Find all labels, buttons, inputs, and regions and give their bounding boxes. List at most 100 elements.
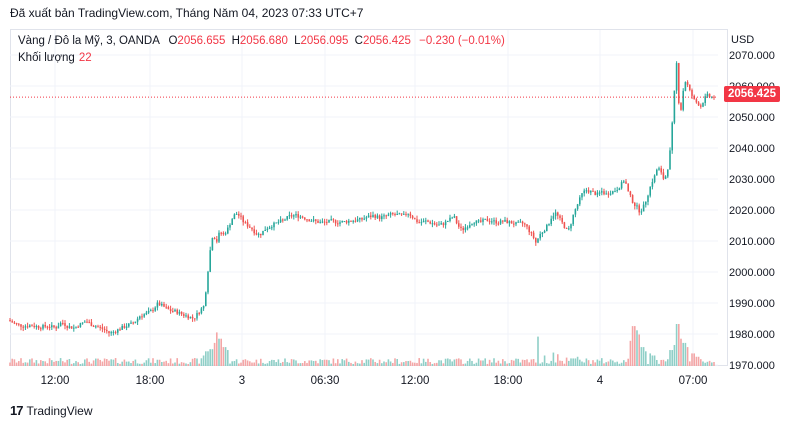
volume-bar — [425, 361, 427, 366]
candles — [9, 61, 715, 337]
candle-body — [229, 224, 231, 228]
candle-body — [90, 322, 93, 327]
volume-bar — [13, 359, 16, 366]
footer-brand[interactable]: 17 TradingView — [10, 403, 93, 418]
volume-bar — [711, 362, 713, 366]
volume-bar — [319, 359, 321, 366]
volume-bar — [66, 359, 68, 366]
candle-body — [293, 215, 295, 217]
volume-bar — [510, 359, 513, 366]
candle-body — [598, 192, 601, 194]
volume-bar — [51, 360, 53, 366]
volume-bar — [460, 359, 462, 366]
volume-bar — [387, 359, 390, 366]
candle-body — [466, 227, 469, 229]
candle-body — [642, 204, 645, 212]
candle-body — [638, 205, 640, 213]
candle-body — [143, 314, 145, 317]
volume-bar — [249, 361, 251, 366]
candle-body — [147, 310, 150, 313]
candle-body — [24, 326, 27, 328]
candle-body — [686, 82, 689, 85]
candle-body — [125, 326, 128, 328]
volume-bar — [697, 356, 700, 366]
volume-bar — [704, 362, 706, 366]
volume-bar — [680, 338, 682, 366]
volume-bar — [315, 360, 317, 366]
candle-body — [172, 311, 174, 313]
volume-bar — [706, 361, 709, 366]
candle-body — [517, 221, 519, 223]
candle-body — [18, 323, 20, 325]
volume-bar — [570, 358, 572, 366]
candle-body — [400, 213, 403, 215]
candle-body — [667, 169, 669, 177]
volume-bar — [255, 359, 258, 366]
candle-body — [312, 219, 315, 221]
candle-body — [277, 222, 280, 224]
candle-body — [649, 186, 651, 196]
volume-bar — [554, 362, 557, 366]
volume-bar — [447, 358, 449, 366]
volume-bar — [416, 362, 418, 366]
volume-bar — [484, 358, 486, 366]
volume-bar — [330, 363, 332, 366]
candle-body — [308, 219, 310, 222]
candle-body — [455, 216, 458, 224]
candle-body — [458, 223, 460, 227]
volume-bar — [345, 358, 348, 366]
candle-body — [211, 238, 214, 251]
volume-bar — [370, 358, 372, 366]
candle-body — [669, 150, 671, 170]
volume-bar — [675, 324, 678, 366]
candle-body — [117, 329, 119, 333]
candle-body — [625, 181, 627, 184]
volume-bar — [620, 362, 623, 366]
volume-bar — [464, 363, 467, 366]
volume-bar — [88, 361, 90, 366]
candle-body — [288, 215, 291, 217]
volume-bar — [601, 358, 603, 366]
candle-body — [596, 192, 599, 195]
volume-bar — [438, 360, 440, 366]
candle-body — [251, 227, 253, 230]
high-value: 2056.680 — [239, 35, 288, 47]
candle-body — [264, 229, 266, 231]
candle-body — [209, 250, 211, 272]
volume-bar — [48, 358, 51, 366]
volume-bar — [660, 359, 662, 366]
candle-body — [222, 232, 225, 235]
volume-bar — [647, 363, 649, 366]
volume-bar — [57, 360, 60, 366]
volume-bar — [605, 362, 607, 366]
volume-bar — [550, 360, 552, 366]
candle-body — [343, 221, 346, 223]
candle-body — [660, 168, 662, 173]
candle-body — [51, 325, 53, 328]
candle-body — [136, 318, 139, 322]
volume-bar — [469, 358, 471, 366]
candle-body — [299, 216, 302, 218]
volume-bar — [134, 359, 137, 366]
candle-body — [702, 102, 704, 107]
candle-body — [108, 331, 110, 334]
candle-body — [328, 219, 330, 223]
volume-bar — [631, 326, 634, 366]
y-tick-label: 1970.000 — [729, 360, 775, 372]
candle-body — [614, 191, 616, 193]
candle-body — [70, 326, 73, 329]
candle-body — [174, 309, 176, 312]
candle-body — [473, 223, 475, 225]
candle-body — [601, 191, 603, 193]
volume-bar — [79, 363, 82, 366]
volume-bar — [618, 363, 621, 366]
volume-bar — [275, 362, 277, 366]
volume-bar — [53, 361, 55, 366]
candle-body — [376, 215, 379, 218]
candle-body — [594, 191, 596, 195]
volume-bar — [293, 359, 295, 366]
candle-body — [79, 323, 82, 328]
volume-bar — [187, 363, 189, 366]
volume-bar — [119, 363, 121, 366]
